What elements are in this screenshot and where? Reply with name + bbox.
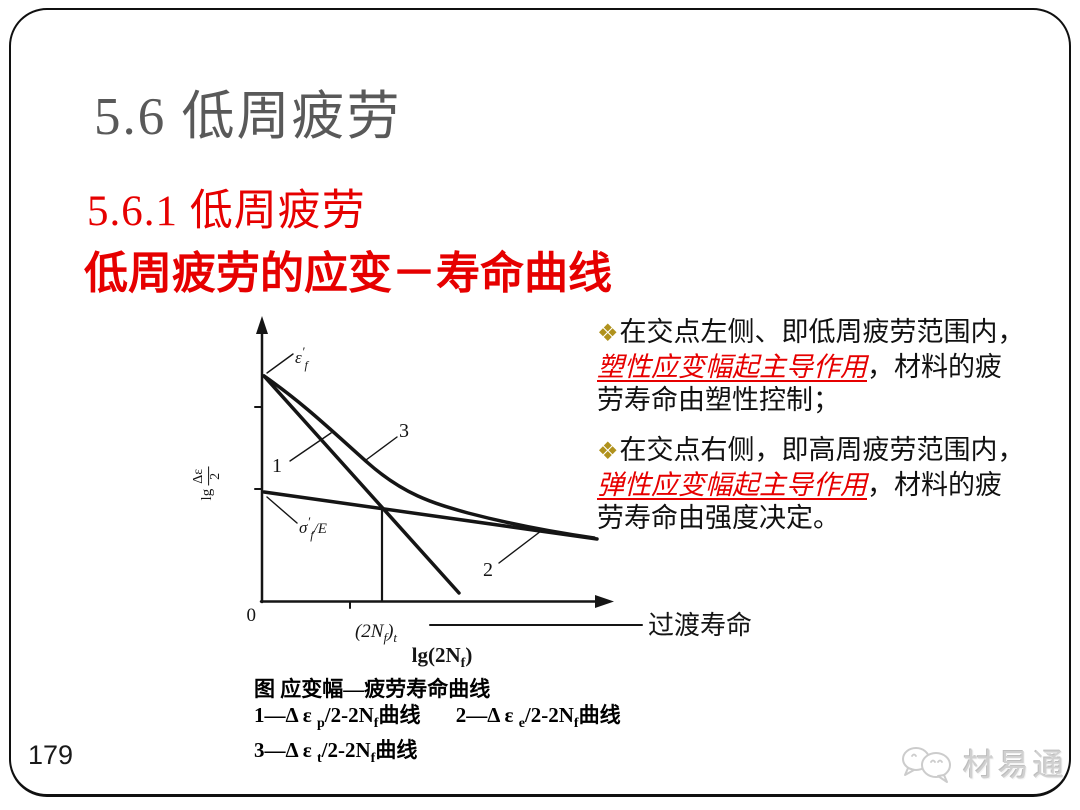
curve2-label: 2 (483, 559, 493, 581)
leader-line-curve1 (289, 432, 332, 462)
slide-subtitle: 5.6.1 低周疲劳 (87, 188, 366, 235)
strain-life-chart: 0 ε′f 1 3 2 σ′f/E (2Nf)t lg(2Nf) 过渡寿命 (247, 316, 752, 671)
caption-line-3: 3—Δ ε t/2-2Nf曲线 (254, 737, 621, 772)
transition-tick-label: (2Nf)t (355, 621, 397, 645)
curve3-label: 3 (399, 420, 409, 442)
tick-sub: f (383, 630, 389, 645)
tick-close: ) (386, 621, 393, 642)
caption-line-2: 1—Δ ε p/2-2Nf曲线 2—Δ ε e/2-2Nf曲线 (254, 702, 621, 737)
leader-line-sigma (266, 496, 298, 524)
y-axis-fraction: Δε 2 (191, 466, 223, 486)
slide-heading: 低周疲劳的应变－寿命曲线 (84, 249, 612, 298)
xlabel-close: ) (465, 643, 472, 667)
slide-border-frame (9, 8, 1071, 797)
sigma-over-e: /E (313, 521, 327, 537)
caption-entry-2: 2—Δ ε e/2-2Nf曲线 (455, 703, 621, 731)
caption-part-sub: t (316, 751, 322, 767)
plastic-intercept-label: ε′f (295, 344, 310, 372)
caption-entry-3: 3—Δ ε t/2-2Nf曲线 (254, 738, 418, 766)
xlabel-sub: f (461, 656, 466, 671)
caption-title: 图 应变幅—疲劳寿命曲线 (254, 677, 491, 701)
y-axis-lg: lg (199, 488, 216, 501)
tick-open: (2N (355, 621, 385, 642)
elastic-intercept-label: σ′f/E (299, 514, 327, 542)
y-axis-arrow-icon (256, 316, 268, 334)
brand-watermark: 材易通 (900, 740, 1068, 785)
caption-part: 曲线 (578, 703, 621, 727)
caption-part: 3—Δ ε (254, 738, 317, 763)
sigma-base: σ (299, 518, 308, 537)
bullet-item-right-of-intersection: ❖在交点右侧，即高周疲劳范围内， 弹性应变幅起主导作用，材料的疲劳寿命由强度决定。 (597, 434, 1026, 535)
brand-name: 材易通 (963, 748, 1068, 783)
bullet-1-emphasis: 塑性应变幅起主导作用 (597, 352, 867, 382)
y-axis-title: lg Δε 2 (191, 466, 223, 501)
bullet-2-suffix: ，材料的疲劳寿命由强度决定。 (597, 470, 1002, 533)
sigma-prime: ′ (307, 514, 310, 529)
x-axis-arrow-icon (595, 595, 614, 608)
leader-line-eps (266, 353, 294, 374)
origin-label: 0 (247, 605, 257, 626)
diamond-bullet-icon: ❖ (597, 321, 619, 347)
leader-line-curve2 (498, 530, 542, 564)
eps-base: ε (295, 348, 302, 367)
bullet-item-left-of-intersection: ❖在交点左侧、即低周疲劳范围内， 塑性应变幅起主导作用，材料的疲劳寿命由塑性控制； (597, 316, 1026, 417)
strain-life-figure: 0 ε′f 1 3 2 σ′f/E (2Nf)t lg(2Nf) 过渡寿命 (190, 300, 790, 680)
eps-prime: ′ (302, 344, 305, 359)
caption-part: /2-2N (324, 703, 374, 727)
y-axis-numerator: Δε (191, 466, 209, 486)
slide-title: 5.6 低周疲劳 (94, 88, 402, 146)
bullet-2-emphasis: 弹性应变幅起主导作用 (597, 470, 867, 500)
total-strain-curve (262, 374, 596, 540)
caption-part-sub: e (518, 716, 525, 732)
tick-outer-sub: t (393, 630, 397, 645)
diamond-bullet-icon: ❖ (597, 439, 619, 465)
transition-life-label: 过渡寿命 (648, 611, 752, 640)
caption-part-sub: f (373, 716, 379, 732)
caption-part: 2—Δ ε (455, 703, 519, 727)
curve1-label: 1 (272, 455, 282, 477)
caption-part: 1—Δ ε (254, 703, 317, 727)
figure-caption: 图 应变幅—疲劳寿命曲线 1—Δ ε p/2-2Nf曲线 2—Δ ε e/2-2… (254, 676, 621, 772)
sigma-sub: f (310, 528, 315, 542)
x-axis-label: lg(2Nf) (412, 643, 473, 671)
caption-part-sub: f (573, 716, 579, 732)
xlabel-open: lg(2N (412, 643, 461, 667)
caption-part: 曲线 (375, 738, 418, 763)
caption-part: /2-2N (524, 703, 574, 727)
caption-part: /2-2N (321, 738, 371, 763)
bullet-list: ❖在交点左侧、即低周疲劳范围内，塑性应变幅起主导作用，材料的疲劳寿命由塑性控制；… (597, 316, 1026, 535)
page-number: 179 (28, 740, 74, 770)
y-axis-denominator: 2 (207, 472, 223, 480)
leader-line-curve3 (365, 436, 398, 461)
chat-bubbles-icon (902, 746, 951, 783)
caption-entry-1: 1—Δ ε p/2-2Nf曲线 (254, 703, 421, 731)
caption-part-sub: f (370, 751, 376, 767)
bullet-1-prefix: 在交点左侧、即低周疲劳范围内， (619, 317, 1025, 347)
caption-part: 曲线 (378, 703, 421, 727)
bullet-2-prefix: 在交点右侧，即高周疲劳范围内， (619, 435, 1025, 465)
bullet-1-suffix: ，材料的疲劳寿命由塑性控制； (597, 352, 1002, 415)
plastic-strain-line (262, 374, 461, 595)
eps-sub: f (305, 358, 310, 372)
caption-part-sub: p (316, 716, 325, 732)
